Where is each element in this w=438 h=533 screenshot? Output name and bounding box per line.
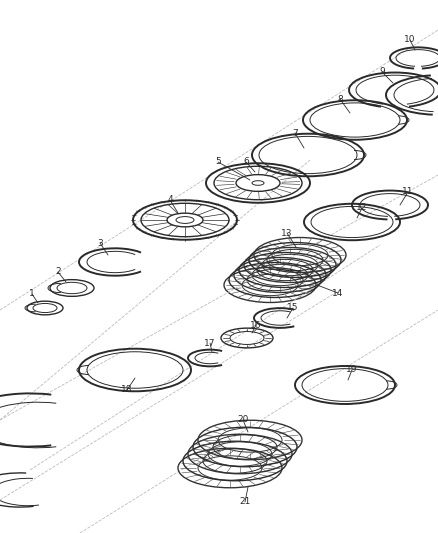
Text: 7: 7 — [292, 128, 298, 138]
Text: 13: 13 — [281, 229, 293, 238]
Text: 20: 20 — [237, 416, 249, 424]
Text: 6: 6 — [243, 157, 249, 166]
Text: 18: 18 — [121, 385, 133, 394]
Text: 11: 11 — [402, 188, 414, 197]
Text: 8: 8 — [337, 94, 343, 103]
Text: 21: 21 — [239, 497, 251, 506]
Text: 3: 3 — [97, 238, 103, 247]
Text: 19: 19 — [346, 366, 358, 375]
Text: 1: 1 — [29, 289, 35, 298]
Text: 5: 5 — [215, 157, 221, 166]
Text: 4: 4 — [167, 196, 173, 205]
Text: 16: 16 — [250, 320, 262, 329]
Text: 12: 12 — [356, 204, 367, 213]
Text: 15: 15 — [287, 303, 299, 312]
Text: 9: 9 — [379, 68, 385, 77]
Text: 14: 14 — [332, 288, 344, 297]
Text: 10: 10 — [404, 36, 416, 44]
Text: 17: 17 — [204, 338, 216, 348]
Text: 2: 2 — [55, 268, 61, 277]
